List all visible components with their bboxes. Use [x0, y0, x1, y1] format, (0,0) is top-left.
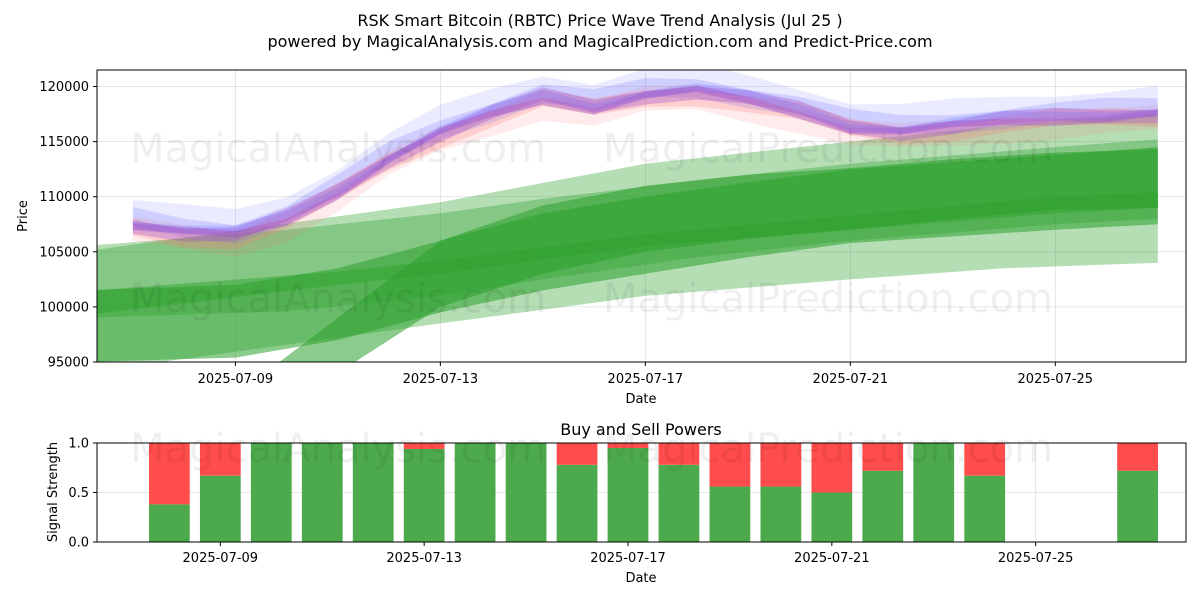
buy-bar: [352, 443, 394, 542]
buy-bar: [454, 443, 496, 542]
signal-xtick-label: 2025-07-25: [998, 551, 1074, 566]
watermark-4: MagicalPrediction.com: [603, 276, 1053, 322]
price-ylabel: Price: [16, 200, 31, 232]
buy-bar: [148, 504, 190, 542]
sell-bar: [148, 443, 190, 505]
signal-bars: [148, 443, 1158, 542]
price-wave: [132, 89, 1158, 250]
buy-bar: [1117, 470, 1158, 542]
price-xtick-label: 2025-07-13: [403, 372, 479, 387]
signal-xtick-label: 2025-07-13: [386, 551, 462, 566]
price-xtick-label: 2025-07-09: [198, 372, 274, 387]
signal-title: Buy and Sell Powers: [560, 420, 722, 439]
price-panel: MagicalAnalysis.com MagicalPrediction.co…: [16, 69, 1187, 407]
sell-bar: [1117, 443, 1158, 471]
price-ytick-label: 100000: [39, 300, 89, 315]
buy-bar: [199, 475, 241, 542]
price-ytick-label: 115000: [39, 135, 89, 150]
buy-bar: [760, 486, 802, 542]
buy-bar: [964, 475, 1006, 542]
price-ytick-label: 110000: [39, 190, 89, 205]
price-wave: [132, 70, 1158, 238]
buy-bar: [250, 443, 292, 542]
price-ticks: 2025-07-09 2025-07-13 2025-07-17 2025-07-21…: [39, 80, 1093, 387]
buy-bar: [556, 464, 598, 542]
price-ytick-label: 105000: [39, 245, 89, 260]
price-band: [279, 149, 1158, 362]
buy-bar: [403, 448, 445, 542]
sell-bar: [658, 443, 700, 465]
price-wave: [132, 85, 1158, 257]
signal-panel: Buy and Sell Powers MagicalAnalysis.com …: [46, 420, 1187, 586]
price-frame: [96, 69, 1187, 363]
price-wave: [132, 78, 1158, 245]
price-waves: [132, 70, 1158, 257]
signal-xtick-label: 2025-07-21: [794, 551, 870, 566]
sell-bar: [760, 443, 802, 487]
sell-bar: [709, 443, 751, 487]
sell-bar: [199, 443, 241, 476]
sell-bar: [862, 443, 904, 471]
signal-ylabel: Signal Strength: [46, 442, 61, 542]
buy-bar: [607, 447, 649, 542]
sell-bar: [607, 443, 649, 448]
watermark-3: MagicalAnalysis.com: [130, 276, 546, 322]
sell-bar: [556, 443, 598, 465]
signal-ticks: 2025-07-09 2025-07-13 2025-07-17 2025-07-21…: [68, 437, 1073, 567]
watermark-1: MagicalAnalysis.com: [130, 126, 546, 172]
signal-xlabel: Date: [625, 571, 656, 586]
price-ytick-label: 95000: [48, 356, 89, 371]
signal-xtick-label: 2025-07-09: [183, 551, 259, 566]
buy-bar: [658, 464, 700, 542]
watermark-6: MagicalPrediction.com: [603, 426, 1053, 472]
buy-bar: [862, 470, 904, 542]
watermark-2: MagicalPrediction.com: [603, 126, 1053, 172]
buy-bar: [505, 443, 547, 542]
chart-subtitle: powered by MagicalAnalysis.com and Magic…: [267, 32, 932, 51]
price-xtick-label: 2025-07-17: [608, 372, 684, 387]
buy-bar: [301, 443, 343, 542]
price-xtick-label: 2025-07-25: [1018, 372, 1094, 387]
price-ytick-label: 120000: [39, 80, 89, 95]
sell-bar: [964, 443, 1006, 476]
chart-title: RSK Smart Bitcoin (RBTC) Price Wave Tren…: [357, 11, 842, 30]
signal-ytick-label: 0.0: [68, 536, 89, 551]
signal-ytick-label: 1.0: [68, 437, 89, 452]
buy-bar: [913, 443, 955, 542]
signal-ytick-label: 0.5: [68, 486, 89, 501]
sell-bar: [403, 443, 445, 449]
price-bands: [97, 114, 1158, 362]
watermark-5: MagicalAnalysis.com: [130, 426, 546, 472]
price-xlabel: Date: [625, 392, 656, 407]
buy-bar: [709, 486, 751, 542]
price-xtick-label: 2025-07-21: [813, 372, 889, 387]
sell-bar: [811, 443, 853, 493]
buy-bar: [811, 492, 853, 542]
signal-xtick-label: 2025-07-17: [590, 551, 666, 566]
price-band: [97, 114, 1158, 362]
